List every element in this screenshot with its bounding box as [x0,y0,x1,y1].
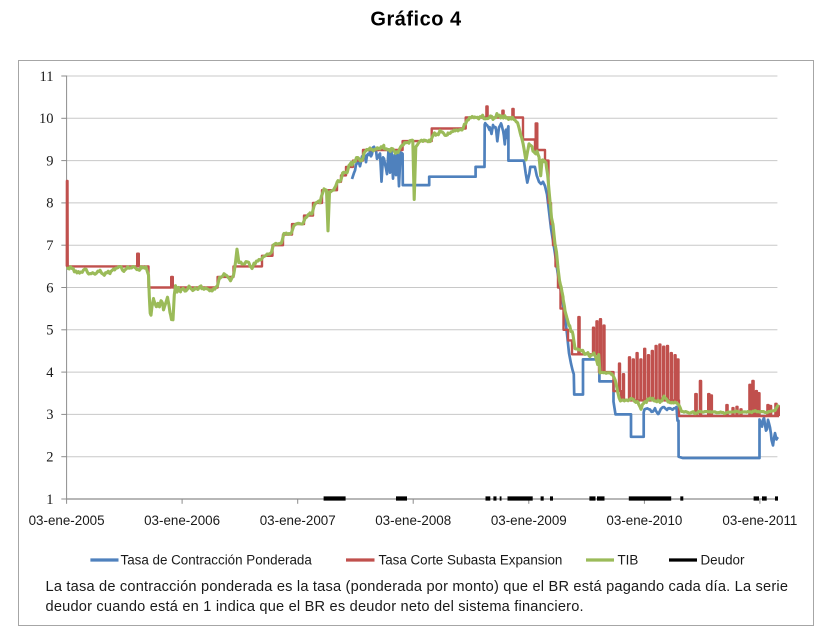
svg-text:5: 5 [46,323,53,339]
svg-text:Tasa Corte Subasta Expansion: Tasa Corte Subasta Expansion [379,553,563,568]
svg-text:03-ene-2010: 03-ene-2010 [606,513,682,528]
svg-text:9: 9 [46,153,53,169]
svg-text:03-ene-2005: 03-ene-2005 [29,513,105,528]
svg-text:10: 10 [39,111,54,127]
svg-text:deudor cuando está en 1 indica: deudor cuando está en 1 indica que el BR… [46,599,584,615]
svg-text:2: 2 [46,450,53,466]
svg-text:1: 1 [46,492,53,508]
svg-text:03-ene-2008: 03-ene-2008 [375,513,451,528]
svg-text:TIB: TIB [618,553,639,568]
svg-text:7: 7 [46,238,53,254]
svg-text:11: 11 [40,69,54,85]
svg-text:03-ene-2007: 03-ene-2007 [260,513,336,528]
svg-text:03-ene-2009: 03-ene-2009 [491,513,567,528]
svg-text:Gráfico 4: Gráfico 4 [370,9,462,31]
svg-text:03-ene-2006: 03-ene-2006 [144,513,220,528]
svg-text:6: 6 [46,280,53,296]
svg-text:8: 8 [46,196,53,212]
svg-text:4: 4 [46,365,54,381]
svg-text:La tasa de contracción pondera: La tasa de contracción ponderada es la t… [46,579,789,595]
svg-text:Tasa de Contracción Ponderada: Tasa de Contracción Ponderada [121,553,313,568]
svg-text:3: 3 [46,407,53,423]
svg-text:03-ene-2011: 03-ene-2011 [722,513,797,528]
svg-text:Deudor: Deudor [701,553,745,568]
